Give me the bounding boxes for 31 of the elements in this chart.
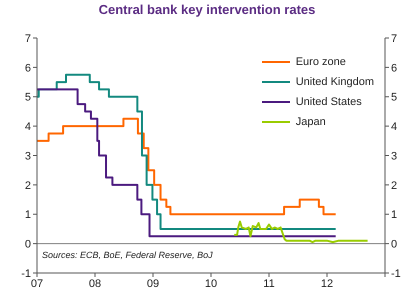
legend-label: Japan bbox=[296, 116, 326, 128]
y-tick-label: 4 bbox=[24, 121, 31, 134]
line-series bbox=[233, 220, 369, 244]
x-tick-label: 07 bbox=[30, 278, 44, 290]
x-tick-label: 12 bbox=[320, 278, 334, 290]
y2-tick-label: 4 bbox=[391, 121, 398, 134]
y2-tick-label: 1 bbox=[391, 209, 398, 222]
y-tick-label: 5 bbox=[24, 92, 31, 104]
chart-title: Central bank key intervention rates bbox=[98, 2, 316, 17]
legend-label: Euro zone bbox=[296, 56, 346, 68]
y2-tick-label: 3 bbox=[391, 150, 398, 162]
y-tick-label: 7 bbox=[24, 32, 31, 45]
x-tick-label: 08 bbox=[88, 278, 102, 290]
y2-tick-label: -1 bbox=[391, 268, 401, 280]
x-tick-label: 09 bbox=[146, 278, 160, 290]
y-tick-label: 1 bbox=[24, 209, 31, 222]
x-tick-label: 10 bbox=[204, 278, 218, 290]
legend-label: United Kingdom bbox=[296, 76, 374, 88]
annotation: Sources: ECB, BoE, Federal Reserve, BoJ bbox=[42, 250, 213, 260]
y-tick-label: -1 bbox=[21, 268, 31, 280]
y-tick-label: 2 bbox=[24, 180, 31, 192]
x-tick-label: 11 bbox=[263, 278, 275, 290]
legend-label: United States bbox=[296, 96, 362, 108]
y-tick-label: 0 bbox=[24, 238, 31, 251]
y2-tick-label: 2 bbox=[391, 180, 398, 192]
y2-tick-label: 7 bbox=[391, 32, 398, 45]
y2-tick-label: 5 bbox=[391, 92, 398, 104]
y2-tick-label: 0 bbox=[391, 238, 398, 251]
y-tick-label: 3 bbox=[24, 150, 31, 162]
y2-tick-label: 6 bbox=[391, 62, 398, 74]
y-tick-label: 6 bbox=[24, 62, 31, 74]
